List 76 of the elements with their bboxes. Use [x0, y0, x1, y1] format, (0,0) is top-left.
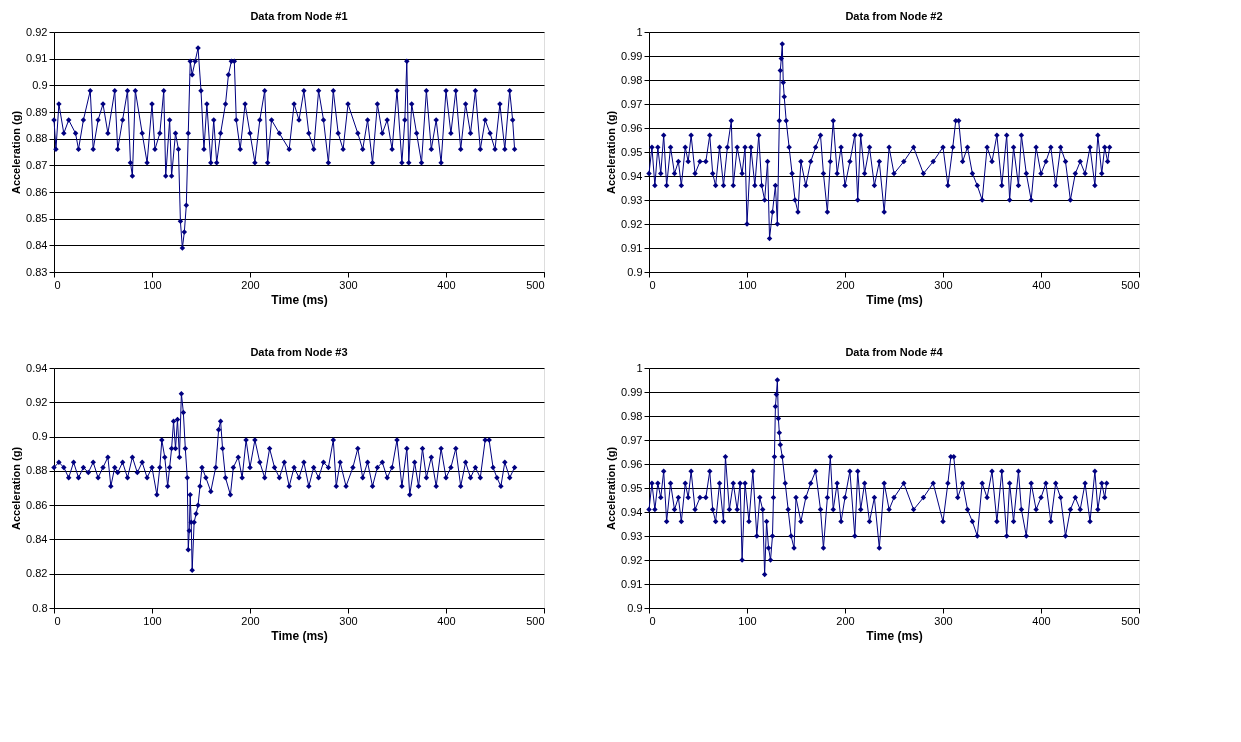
y-axis-title: Acceleration (g) — [605, 446, 618, 531]
y-tick-label: 1 — [636, 361, 643, 374]
y-tick-label: 0.91 — [26, 52, 48, 65]
y-tick-label: 0.98 — [621, 73, 643, 86]
y-tick-label: 0.97 — [621, 97, 643, 110]
y-tick-label: 0.8 — [32, 601, 48, 614]
x-tick-label: 300 — [934, 278, 953, 291]
y-tick-label: 0.87 — [26, 158, 48, 171]
chart-title: Data from Node #3 — [250, 346, 348, 358]
x-tick-label: 400 — [1032, 278, 1051, 291]
y-tick-label: 0.86 — [26, 498, 48, 511]
x-tick-label: 500 — [1121, 278, 1140, 291]
x-tick-label: 500 — [526, 278, 545, 291]
y-tick-label: 0.88 — [26, 132, 48, 145]
y-axis-title: Acceleration (g) — [10, 446, 23, 531]
x-tick-label: 200 — [241, 614, 260, 627]
y-tick-label: 0.99 — [621, 385, 643, 398]
y-tick-label: 0.85 — [26, 212, 48, 225]
chart-title: Data from Node #4 — [845, 346, 944, 358]
x-tick-label: 400 — [1032, 614, 1051, 627]
x-tick-label: 500 — [1121, 614, 1140, 627]
y-tick-label: 0.94 — [621, 505, 643, 518]
y-tick-label: 0.94 — [621, 169, 643, 182]
y-tick-label: 0.84 — [26, 238, 48, 251]
y-tick-label: 0.96 — [621, 121, 643, 134]
y-tick-label: 0.96 — [621, 457, 643, 470]
y-tick-label: 0.93 — [621, 193, 643, 206]
x-tick-label: 200 — [241, 278, 260, 291]
y-tick-label: 0.95 — [621, 145, 643, 158]
y-tick-label: 0.98 — [621, 409, 643, 422]
y-tick-label: 0.92 — [621, 553, 643, 566]
x-axis-title: Time (ms) — [271, 292, 328, 307]
y-tick-label: 0.9 — [627, 601, 643, 614]
y-tick-label: 0.91 — [621, 577, 643, 590]
x-axis-title: Time (ms) — [866, 628, 923, 643]
y-tick-label: 0.9 — [32, 78, 48, 91]
y-tick-label: 0.95 — [621, 481, 643, 494]
y-tick-label: 0.89 — [26, 105, 48, 118]
x-tick-label: 0 — [54, 278, 61, 291]
y-tick-label: 1 — [636, 25, 643, 38]
x-axis-title: Time (ms) — [271, 628, 328, 643]
y-tick-label: 0.9 — [627, 265, 643, 278]
x-tick-label: 0 — [649, 278, 656, 291]
y-tick-label: 0.92 — [26, 25, 48, 38]
x-tick-label: 0 — [649, 614, 656, 627]
x-tick-label: 300 — [339, 278, 358, 291]
x-tick-label: 0 — [54, 614, 61, 627]
x-tick-label: 100 — [143, 278, 162, 291]
x-tick-label: 100 — [143, 614, 162, 627]
y-tick-label: 0.92 — [26, 395, 48, 408]
y-tick-label: 0.88 — [26, 464, 48, 477]
x-tick-label: 400 — [437, 278, 456, 291]
x-tick-label: 500 — [526, 614, 545, 627]
y-tick-label: 0.99 — [621, 49, 643, 62]
y-tick-label: 0.93 — [621, 529, 643, 542]
y-tick-label: 0.86 — [26, 185, 48, 198]
x-tick-label: 200 — [836, 278, 855, 291]
x-tick-label: 400 — [437, 614, 456, 627]
y-tick-label: 0.9 — [32, 430, 48, 443]
y-tick-label: 0.83 — [26, 265, 48, 278]
x-tick-label: 300 — [339, 614, 358, 627]
x-tick-label: 200 — [836, 614, 855, 627]
x-tick-label: 100 — [738, 278, 757, 291]
y-tick-label: 0.82 — [26, 567, 48, 580]
y-tick-label: 0.94 — [26, 361, 48, 374]
chart-title: Data from Node #2 — [845, 10, 943, 22]
x-tick-label: 100 — [738, 614, 757, 627]
y-tick-label: 0.92 — [621, 217, 643, 230]
y-axis-title: Acceleration (g) — [605, 110, 618, 195]
x-tick-label: 300 — [934, 614, 953, 627]
x-axis-title: Time (ms) — [866, 292, 923, 307]
y-tick-label: 0.97 — [621, 433, 643, 446]
chart-title: Data from Node #1 — [250, 10, 348, 22]
y-tick-label: 0.91 — [621, 241, 643, 254]
y-axis-title: Acceleration (g) — [10, 110, 23, 195]
y-tick-label: 0.84 — [26, 532, 48, 545]
